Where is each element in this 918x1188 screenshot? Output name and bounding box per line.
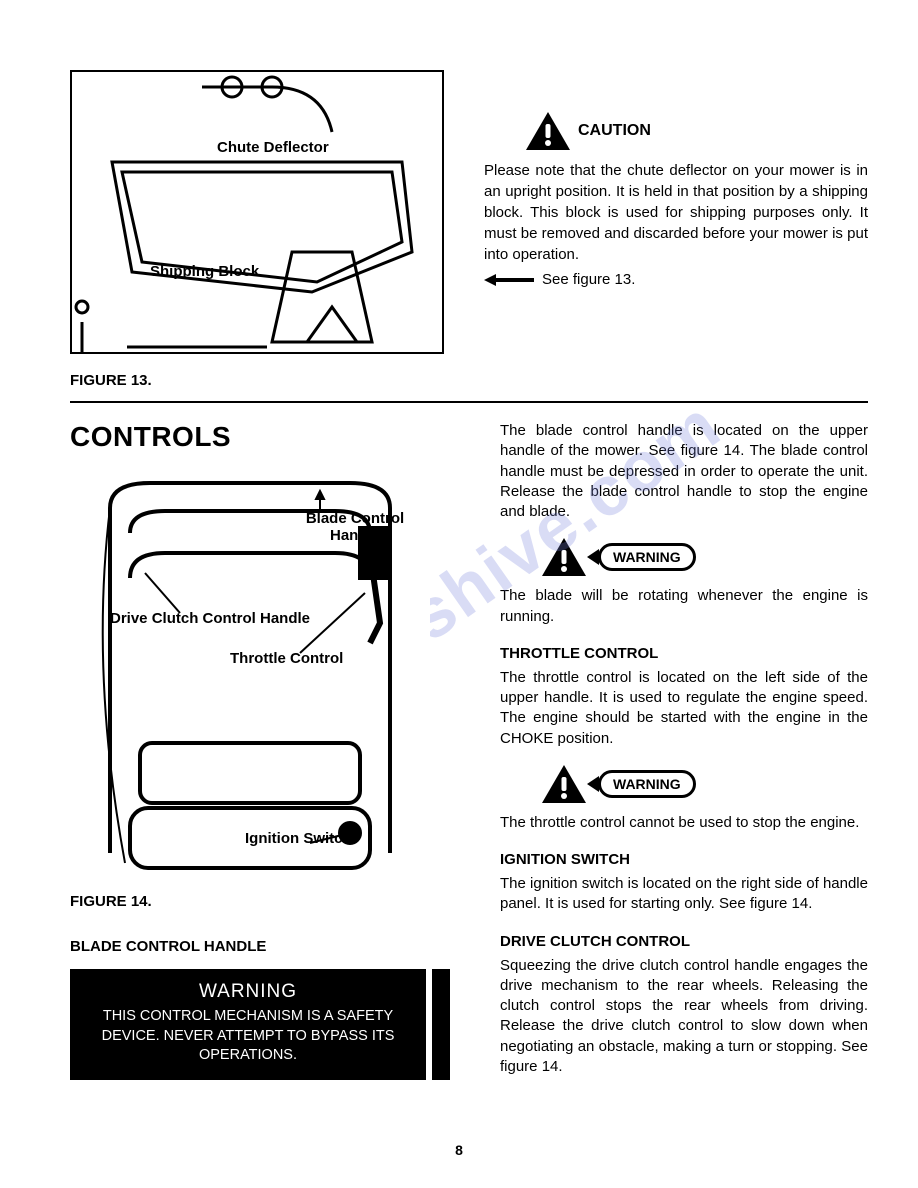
throttle-warning-row: WARNING xyxy=(540,763,868,805)
black-warning-body: THIS CONTROL MECHANISM IS A SAFETY DEVIC… xyxy=(88,1007,408,1066)
caution-triangle-icon xyxy=(524,110,572,152)
throttle-subhead: THROTTLE CONTROL xyxy=(500,645,868,662)
ignition-text: The ignition switch is located on the ri… xyxy=(500,874,868,915)
throttle-text: The throttle control is located on the l… xyxy=(500,668,868,749)
label-drive-clutch: Drive Clutch Control Handle xyxy=(110,611,310,628)
page: manualshive.com Chute xyxy=(0,0,918,1188)
throttle-warning-label: WARNING xyxy=(598,770,696,798)
label-ignition: Ignition Switch xyxy=(245,831,352,848)
black-warning-title: WARNING xyxy=(88,981,408,1003)
blade-control-subhead: BLADE CONTROL HANDLE xyxy=(70,938,470,955)
page-number: 8 xyxy=(455,1142,463,1158)
black-warning-container: WARNING THIS CONTROL MECHANISM IS A SAFE… xyxy=(70,969,470,1080)
figure-13-illustration: Chute Deflector Shipping Block xyxy=(70,70,444,354)
horizontal-rule xyxy=(70,401,868,403)
label-throttle: Throttle Control xyxy=(230,651,343,668)
blade-warning-label: WARNING xyxy=(598,543,696,571)
see-figure-13: See figure 13. xyxy=(542,269,635,290)
controls-heading: CONTROLS xyxy=(70,421,470,453)
figure-14-caption: FIGURE 14. xyxy=(70,893,470,910)
clutch-text: Squeezing the drive clutch control handl… xyxy=(500,956,868,1078)
right-column: The blade control handle is located on t… xyxy=(500,421,868,1080)
two-column-layout: CONTROLS xyxy=(70,421,868,1080)
label-shipping-block: Shipping Block xyxy=(150,264,259,281)
figure-13-caption: FIGURE 13. xyxy=(70,372,868,389)
caution-block: CAUTION Please note that the chute defle… xyxy=(484,70,868,354)
figure-14-illustration: Blade Control Handle Drive Clutch Contro… xyxy=(70,473,430,873)
blade-control-text: The blade control handle is located on t… xyxy=(500,421,868,522)
ignition-subhead: IGNITION SWITCH xyxy=(500,851,868,868)
caution-header: CAUTION xyxy=(484,110,868,152)
label-blade-control: Blade Control Handle xyxy=(280,511,430,544)
blade-warning-row: WARNING xyxy=(540,536,868,578)
warning-triangle-icon xyxy=(540,536,588,578)
black-warning-side xyxy=(432,969,450,1080)
arrow-left-icon xyxy=(484,274,534,286)
blade-warning-text: The blade will be rotating whenever the … xyxy=(500,586,868,627)
warning-triangle-icon-2 xyxy=(540,763,588,805)
left-column: CONTROLS xyxy=(70,421,470,1080)
caution-text: Please note that the chute deflector on … xyxy=(484,160,868,265)
figure-13-svg xyxy=(72,72,442,352)
caution-title: CAUTION xyxy=(578,122,651,140)
see-figure-row: See figure 13. xyxy=(484,269,868,290)
top-row: Chute Deflector Shipping Block CAUTION P… xyxy=(70,70,868,354)
throttle-warning-text: The throttle control cannot be used to s… xyxy=(500,813,868,833)
black-warning-box: WARNING THIS CONTROL MECHANISM IS A SAFE… xyxy=(70,969,426,1080)
clutch-subhead: DRIVE CLUTCH CONTROL xyxy=(500,933,868,950)
label-chute-deflector: Chute Deflector xyxy=(217,140,329,157)
